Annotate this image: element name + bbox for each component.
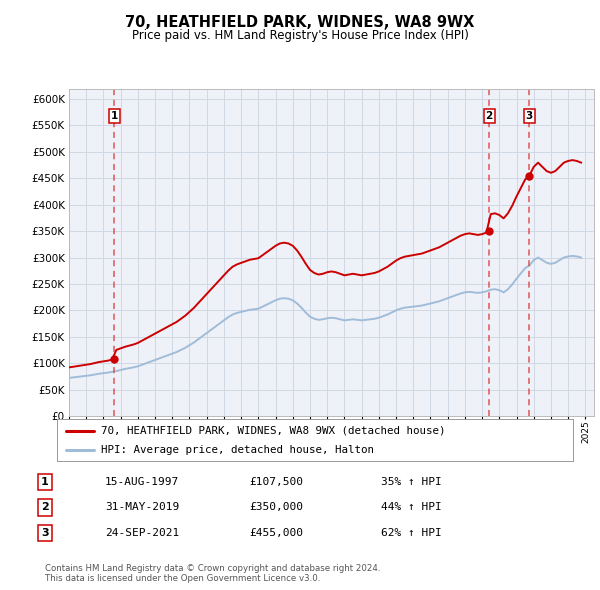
Text: 31-MAY-2019: 31-MAY-2019 xyxy=(105,503,179,512)
Text: 1: 1 xyxy=(110,112,118,122)
Text: 3: 3 xyxy=(41,528,49,537)
Text: 24-SEP-2021: 24-SEP-2021 xyxy=(105,528,179,537)
Text: 70, HEATHFIELD PARK, WIDNES, WA8 9WX: 70, HEATHFIELD PARK, WIDNES, WA8 9WX xyxy=(125,15,475,30)
Text: £350,000: £350,000 xyxy=(249,503,303,512)
Text: 1: 1 xyxy=(41,477,49,487)
Text: 2: 2 xyxy=(485,112,493,122)
Text: £107,500: £107,500 xyxy=(249,477,303,487)
Text: Contains HM Land Registry data © Crown copyright and database right 2024.
This d: Contains HM Land Registry data © Crown c… xyxy=(45,563,380,583)
Text: HPI: Average price, detached house, Halton: HPI: Average price, detached house, Halt… xyxy=(101,445,374,455)
Text: 70, HEATHFIELD PARK, WIDNES, WA8 9WX (detached house): 70, HEATHFIELD PARK, WIDNES, WA8 9WX (de… xyxy=(101,426,445,436)
Text: Price paid vs. HM Land Registry's House Price Index (HPI): Price paid vs. HM Land Registry's House … xyxy=(131,30,469,42)
Text: 44% ↑ HPI: 44% ↑ HPI xyxy=(381,503,442,512)
Text: 2: 2 xyxy=(41,503,49,512)
Text: 3: 3 xyxy=(526,112,533,122)
Text: 35% ↑ HPI: 35% ↑ HPI xyxy=(381,477,442,487)
Text: 15-AUG-1997: 15-AUG-1997 xyxy=(105,477,179,487)
Text: £455,000: £455,000 xyxy=(249,528,303,537)
Text: 62% ↑ HPI: 62% ↑ HPI xyxy=(381,528,442,537)
